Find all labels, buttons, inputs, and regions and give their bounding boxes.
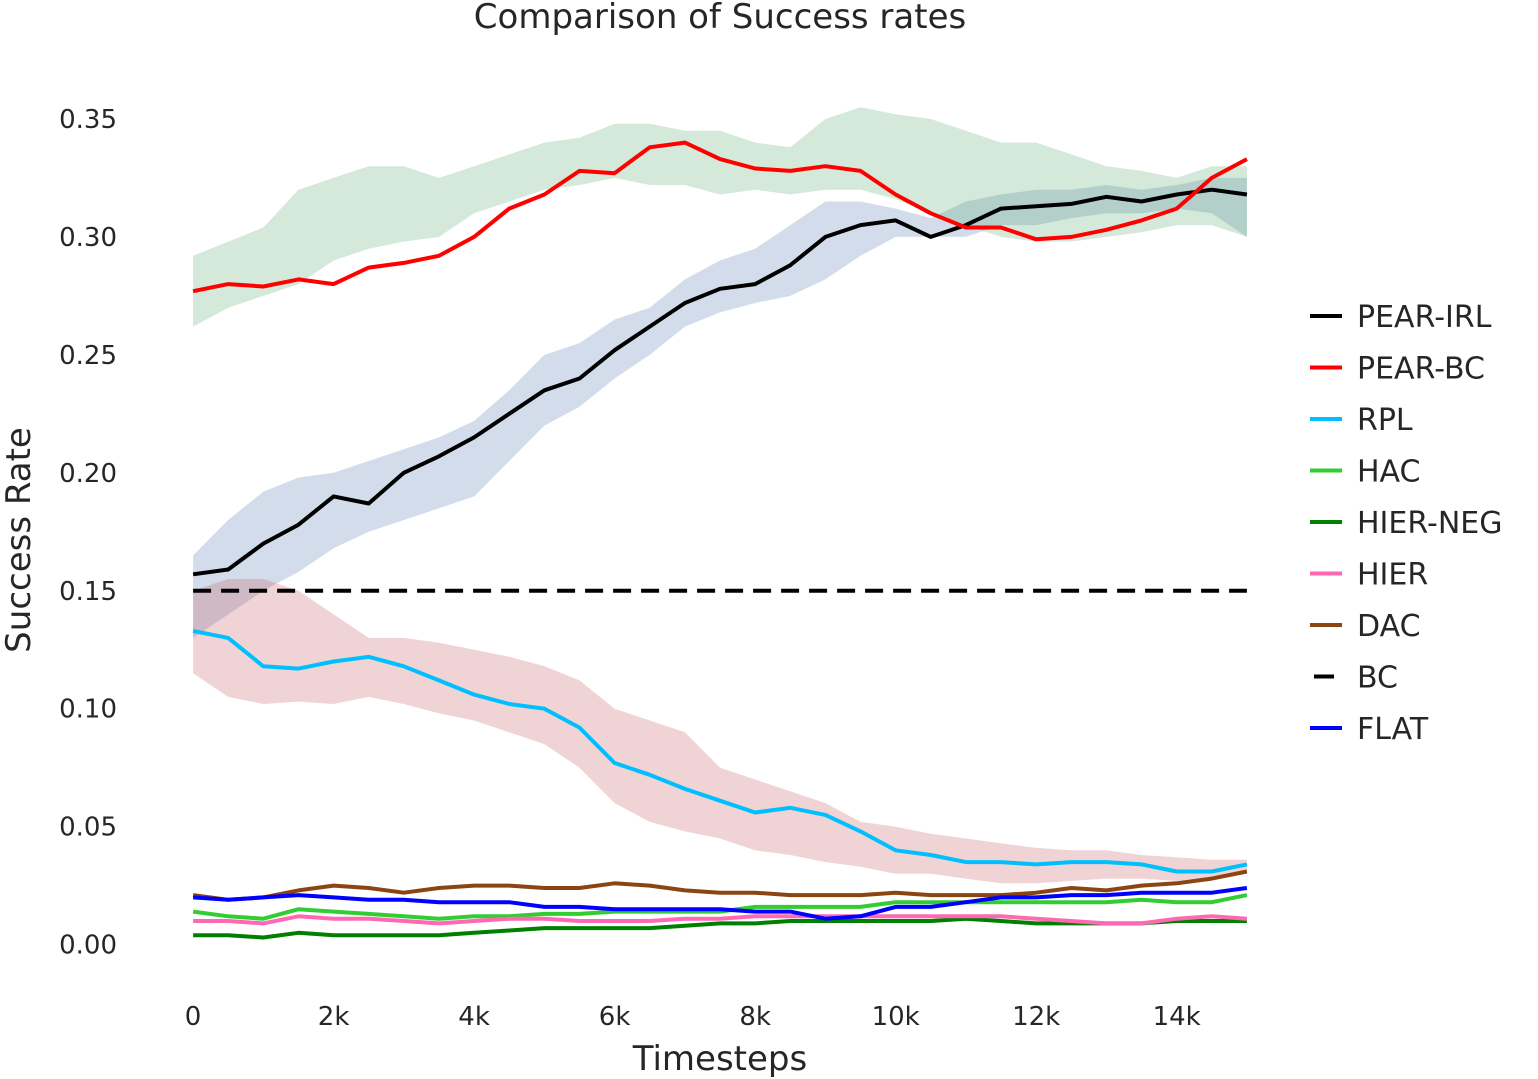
series-line-hier xyxy=(193,914,1248,926)
legend-label: RPL xyxy=(1357,403,1413,438)
band-rpl xyxy=(193,579,1247,884)
legend-label: HIER xyxy=(1357,558,1428,593)
x-axis-ticks: 0 2k 4k 6k 8k 10k 12k 14k xyxy=(185,1002,1201,1032)
y-tick-label: 0.05 xyxy=(59,813,117,843)
x-tick-label: 12k xyxy=(1012,1002,1060,1032)
legend-item: HIER-NEG xyxy=(1310,506,1502,541)
confidence-bands xyxy=(193,107,1247,884)
y-axis-label: Success Rate xyxy=(0,427,39,653)
legend-label: PEAR-IRL xyxy=(1357,300,1492,335)
x-tick-label: 10k xyxy=(872,1002,920,1032)
x-tick-label: 0 xyxy=(185,1002,202,1032)
series-line-dac xyxy=(192,869,1248,902)
band-pear-irl xyxy=(193,177,1247,638)
legend-item: HAC xyxy=(1310,455,1421,490)
series-line-pear-irl xyxy=(192,187,1248,577)
legend-label: HAC xyxy=(1357,455,1421,490)
y-axis-ticks: 0.00 0.05 0.10 0.15 0.20 0.25 0.30 0.35 xyxy=(59,105,117,961)
y-tick-label: 0.20 xyxy=(59,459,117,489)
y-tick-label: 0.25 xyxy=(59,341,117,371)
legend-label: BC xyxy=(1357,661,1398,696)
y-tick-label: 0.00 xyxy=(59,931,117,961)
legend-item: DAC xyxy=(1310,609,1421,644)
legend-label: FLAT xyxy=(1357,712,1429,747)
legend-label: PEAR-BC xyxy=(1357,352,1485,387)
series-line-hac xyxy=(192,893,1248,921)
chart-title: Comparison of Success rates xyxy=(474,0,966,37)
x-tick-label: 6k xyxy=(599,1002,631,1032)
legend-label: DAC xyxy=(1357,609,1421,644)
series-line-hier-neg xyxy=(193,916,1247,940)
legend-item: FLAT xyxy=(1310,712,1429,747)
x-tick-label: 4k xyxy=(458,1002,490,1032)
series-lines xyxy=(192,140,1248,940)
legend-label: HIER-NEG xyxy=(1357,506,1502,541)
series-line-pear-bc xyxy=(192,140,1248,294)
legend: PEAR-IRL PEAR-BC RPL HAC HIER-NEG HIER DAC BC FL… xyxy=(1310,300,1502,747)
y-tick-label: 0.10 xyxy=(59,695,117,725)
series-line-rpl xyxy=(192,628,1248,874)
legend-item: HIER xyxy=(1310,558,1428,593)
legend-item: BC xyxy=(1314,661,1398,696)
x-tick-label: 8k xyxy=(739,1002,771,1032)
y-tick-label: 0.35 xyxy=(59,105,117,135)
series-line-flat xyxy=(192,886,1248,921)
x-tick-label: 14k xyxy=(1153,1002,1201,1032)
legend-item: PEAR-IRL xyxy=(1310,300,1492,335)
legend-item: PEAR-BC xyxy=(1310,352,1485,387)
x-axis-label: Timesteps xyxy=(632,1039,807,1079)
y-tick-label: 0.30 xyxy=(59,223,117,253)
y-tick-label: 0.15 xyxy=(59,577,117,607)
x-tick-label: 2k xyxy=(318,1002,350,1032)
legend-item: RPL xyxy=(1310,403,1413,438)
band-pear-bc xyxy=(193,107,1247,327)
